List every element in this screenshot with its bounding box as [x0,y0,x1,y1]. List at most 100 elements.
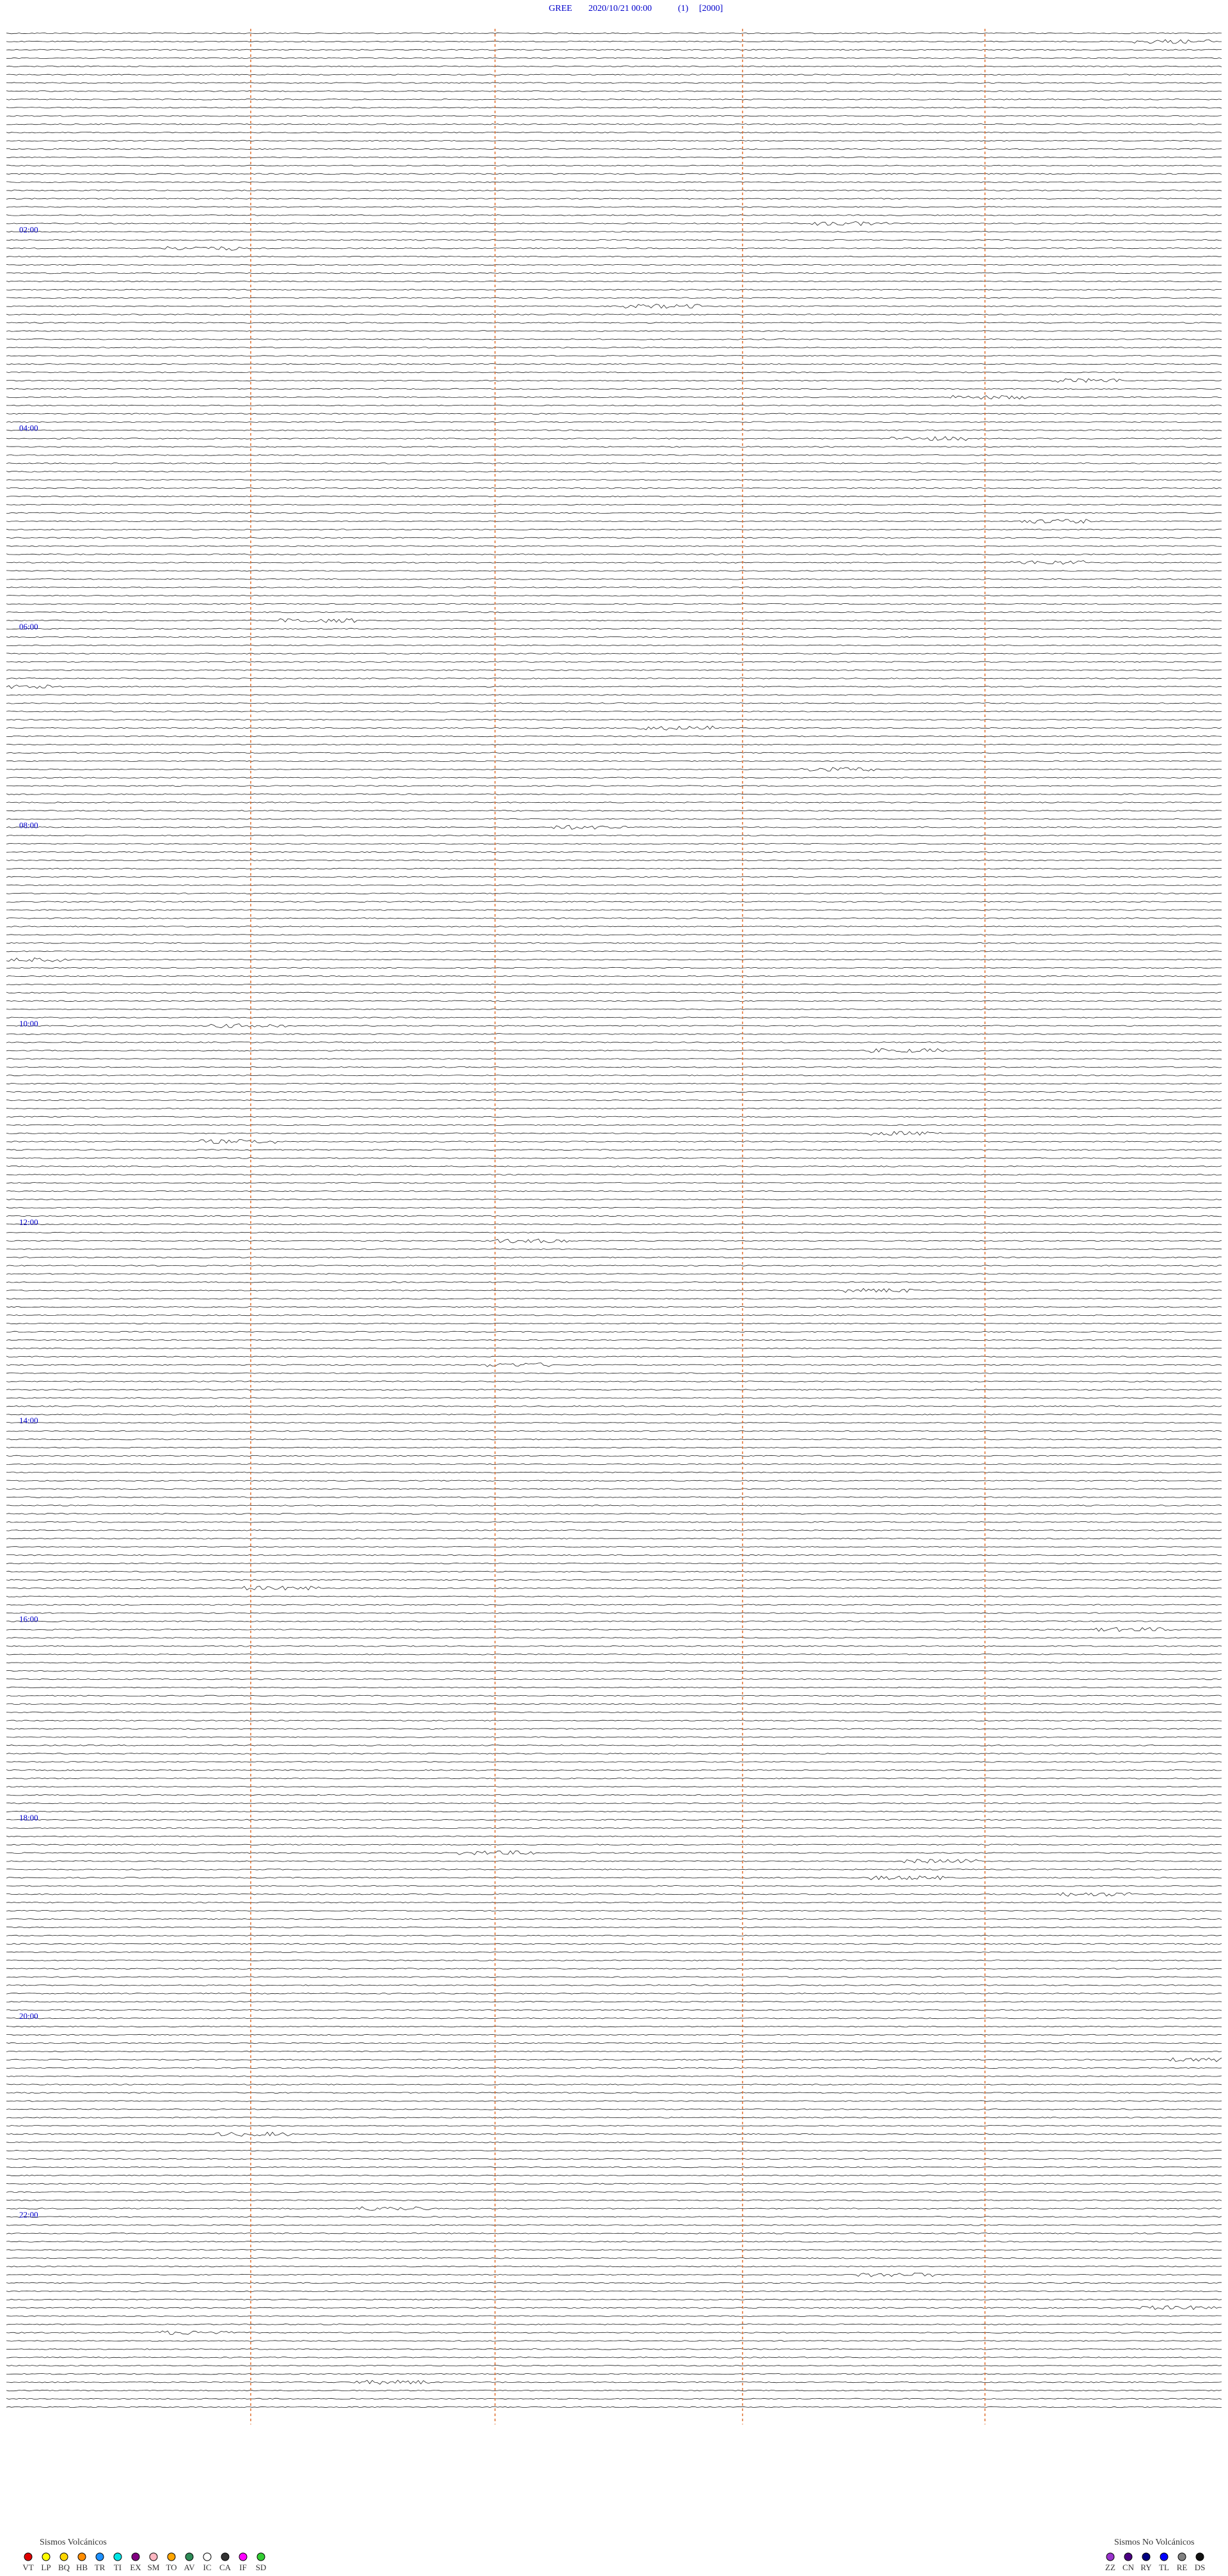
trace [6,1810,1222,1813]
trace [6,198,1222,200]
trace [6,1728,1222,1730]
trace [6,99,1222,100]
trace [6,264,1222,266]
trace [6,1256,1222,1258]
trace [6,123,1222,125]
trace [6,1023,1222,1029]
trace [6,1405,1222,1407]
trace [6,1850,1222,1856]
trace [6,1670,1222,1672]
trace [6,810,1222,812]
trace [6,1554,1222,1556]
trace [6,950,1222,952]
trace [6,1380,1222,1382]
legend-code: IF [239,2563,247,2572]
trace [6,1586,1222,1591]
trace [6,2340,1222,2342]
trace [6,1579,1222,1581]
legend-code: SM [148,2563,160,2572]
trace [6,537,1222,539]
station: GREE [549,4,572,13]
trace [6,2042,1222,2044]
hour-label: 22:00 [19,2210,38,2220]
trace [6,2257,1222,2259]
trace [6,884,1222,887]
trace [6,355,1222,357]
trace [6,2330,1222,2335]
trace [6,760,1222,763]
trace [6,139,1222,142]
legend-marker [185,2552,194,2561]
trace [6,338,1222,340]
trace [6,1620,1222,1622]
trace [6,74,1222,75]
legend-code: RY [1140,2563,1152,2572]
trace [6,1926,1222,1929]
trace [6,148,1222,150]
trace [6,1174,1222,1176]
trace [6,702,1222,704]
trace [6,711,1222,713]
legend-marker [203,2552,212,2561]
trace [6,934,1222,936]
trace [6,1066,1222,1068]
trace [6,421,1222,423]
legend-code: VT [22,2563,33,2572]
legend-code: TR [95,2563,106,2572]
trace [6,1091,1222,1093]
trace [6,842,1222,845]
trace [6,2083,1222,2085]
trace [6,1761,1222,1763]
trace [6,1777,1222,1780]
trace [6,785,1222,787]
trace [6,512,1222,514]
trace [6,2034,1222,2036]
trace [6,684,1222,689]
trace [6,1389,1222,1391]
trace [6,1372,1222,1374]
trace [6,1570,1222,1573]
trace [6,909,1222,911]
hour-label: 16:00 [19,1615,38,1624]
hour-label: 14:00 [19,1416,38,1425]
trace [6,718,1222,721]
trace [6,1149,1222,1151]
trace [6,2348,1222,2350]
trace [6,2282,1222,2284]
trace [6,429,1222,431]
trace [6,926,1222,928]
trace [6,1463,1222,1466]
legend-code: DS [1195,2563,1206,2572]
hour-label: 18:00 [19,1813,38,1822]
trace [6,1835,1222,1837]
legend-marker [77,2552,86,2561]
trace [6,1802,1222,1805]
trace [6,1769,1222,1771]
trace [6,644,1222,647]
hour-label: 08:00 [19,820,38,830]
trace [6,1753,1222,1755]
trace [6,1719,1222,1721]
trace [6,2272,1222,2277]
trace [6,867,1222,870]
trace [6,1322,1222,1325]
trace [6,1901,1222,1904]
trace [6,1414,1222,1416]
trace [6,107,1222,109]
hour-label: 04:00 [19,423,38,433]
trace [6,471,1222,473]
trace [6,578,1222,580]
trace [6,487,1222,489]
trace [6,1819,1222,1821]
trace [6,462,1222,464]
trace [6,330,1222,332]
legend-marker [131,2552,140,2561]
trace [6,2315,1222,2317]
trace [6,2067,1222,2069]
hour-label: 06:00 [19,622,38,631]
trace [6,2183,1222,2185]
trace [6,1505,1222,1506]
trace [6,669,1222,671]
trace [6,413,1222,415]
legend-title: Sismos Volcánicos [40,2538,107,2547]
